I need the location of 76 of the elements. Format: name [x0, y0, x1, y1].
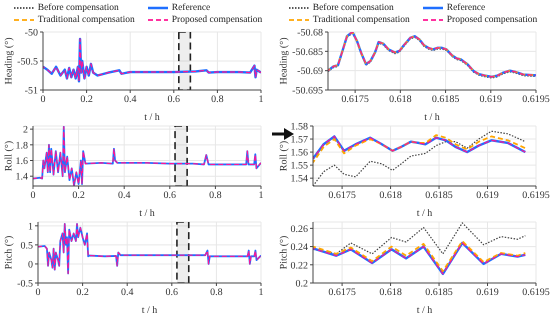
x-tick-label: 0.8 [211, 94, 224, 106]
y-tick-label: 0.24 [290, 242, 308, 254]
y-tick-label: 1.56 [290, 148, 308, 159]
x-tick-label: 0.6195 [522, 190, 550, 202]
y-tick-label: 0.5 [20, 240, 33, 252]
legend-label: Proposed compensation [446, 14, 538, 26]
x-axis-title: t / h [416, 305, 432, 313]
x-tick-label: 0.618 [379, 190, 402, 202]
y-tick-label: -50.695 [292, 86, 323, 97]
y-axis-title: Heading (°) [278, 37, 290, 85]
x-tick-label: 1 [258, 190, 264, 202]
y-tick-label: 0.22 [290, 260, 308, 272]
x-tick-label: 0.4 [118, 190, 130, 202]
y-tick-label: 0 [28, 259, 33, 270]
x-tick-label: 0.6175 [341, 94, 369, 106]
x-tick-label: 1 [258, 287, 264, 298]
y-tick-label: 1.58 [290, 122, 308, 133]
x-tick-label: 0.6175 [328, 190, 356, 202]
x-tick-label: 0.6185 [425, 287, 453, 298]
y-tick-label: -50.69 [297, 66, 323, 78]
x-tick-label: 0.2 [80, 94, 93, 106]
line-series [33, 126, 261, 186]
y-tick-label: 0.2 [296, 278, 308, 290]
y-tick-label: 1.6 [16, 156, 28, 168]
x-tick-label: 0.618 [379, 287, 402, 298]
x-tick-label: 0.6195 [522, 94, 550, 106]
y-tick-label: 0.26 [290, 224, 308, 235]
y-axis-title: Roll (°) [278, 140, 290, 172]
legend-label: Reference [172, 2, 210, 14]
legend-label: Traditional compensation [38, 14, 135, 26]
y-tick-label: -50.685 [292, 46, 323, 58]
x-tick-label: 0.6 [164, 190, 176, 202]
x-tick-label: 0.619 [480, 94, 502, 106]
x-tick-label: 0.4 [124, 94, 136, 106]
x-tick-label: 0.8 [209, 190, 222, 202]
x-tick-label: 0.6 [166, 287, 178, 298]
x-tick-label: 0.6 [168, 94, 180, 106]
x-tick-label: 0 [40, 94, 46, 106]
y-axis-title: Heading (°) [4, 37, 15, 85]
x-axis-title: t / h [416, 208, 432, 219]
x-tick-label: 0.2 [76, 287, 89, 298]
x-tick-label: 0.6185 [432, 94, 460, 106]
y-tick-label: 1.8 [16, 140, 28, 152]
x-axis-title: t / h [144, 112, 160, 123]
y-tick-label: 1.4 [16, 172, 28, 183]
y-tick-label: 2 [23, 124, 28, 136]
y-tick-label: -50.5 [17, 56, 38, 68]
legend-label: Before compensation [38, 2, 119, 14]
y-tick-label: 1.55 [290, 160, 308, 172]
x-tick-label: 0.619 [476, 190, 499, 202]
x-tick-label: 0.4 [120, 287, 134, 298]
y-axis-title: Pitch (°) [278, 236, 290, 270]
y-tick-label: -50.68 [297, 28, 323, 39]
x-axis-title: t / h [139, 208, 155, 219]
x-tick-label: 0.8 [210, 287, 223, 298]
y-tick-label: -0.5 [17, 278, 33, 290]
x-tick-label: 0.618 [389, 94, 412, 106]
legend-label: Reference [446, 2, 486, 14]
x-tick-label: 1 [258, 94, 264, 106]
y-axis-title: Roll (°) [4, 140, 15, 172]
y-tick-label: 1 [28, 221, 33, 232]
y-tick-label: -51 [24, 86, 38, 97]
y-tick-label: 1.57 [290, 134, 308, 146]
y-tick-label: 1.54 [290, 174, 308, 185]
x-tick-label: 0.2 [72, 190, 85, 202]
legend-label: Before compensation [312, 2, 394, 14]
x-tick-label: 0.619 [476, 287, 499, 298]
x-axis-title: t / h [424, 112, 440, 123]
legend-label: Traditional compensation [312, 14, 410, 26]
x-tick-label: 0.6195 [522, 287, 550, 298]
y-tick-label: -50 [24, 28, 38, 39]
x-tick-label: 0.6175 [328, 287, 356, 298]
x-axis-title: t / h [142, 305, 158, 313]
x-tick-label: 0.6185 [425, 190, 453, 202]
y-axis-title: Pitch (°) [4, 236, 15, 270]
legend-label: Proposed compensation [172, 14, 262, 26]
